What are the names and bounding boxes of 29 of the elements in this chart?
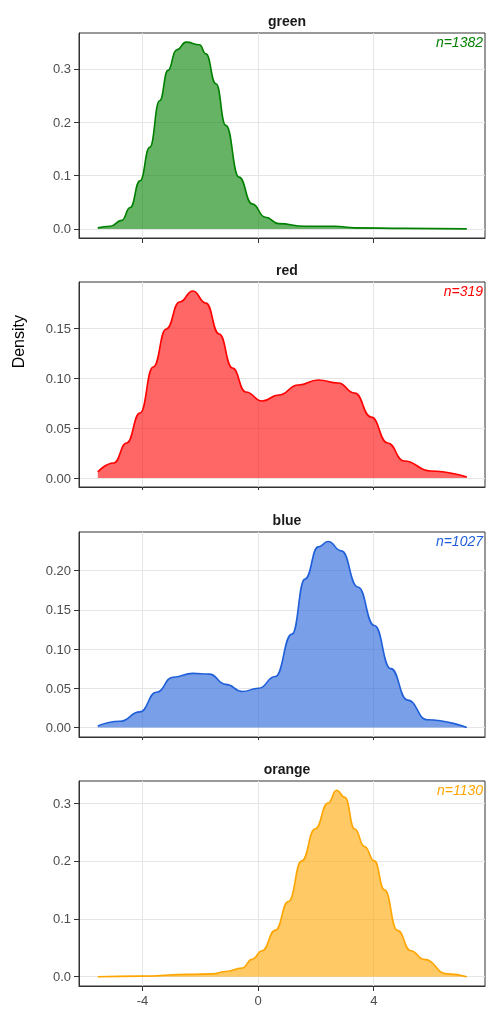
- annotation: n=1130: [436, 782, 484, 798]
- y-tick-label: 0.1: [52, 911, 71, 927]
- y-tick-label: 0.10: [45, 370, 71, 386]
- y-tick-label: 0.10: [45, 641, 71, 657]
- chart-title: orange: [263, 761, 311, 777]
- y-tick-label: 0.05: [45, 680, 71, 696]
- y-tick-label: 0.05: [45, 420, 71, 436]
- chart-title: red: [276, 262, 298, 278]
- y-tick-label: 0.15: [45, 320, 71, 336]
- y-tick-label: 0.1: [52, 168, 71, 184]
- y-tick-label: 0.20: [45, 562, 71, 578]
- y-tick-label: 0.00: [45, 720, 71, 736]
- y-tick-label: 0.2: [52, 114, 71, 130]
- x-tick-label: 0: [254, 993, 262, 1008]
- y-tick-label: 0.3: [52, 61, 71, 77]
- y-tick-label: 0.2: [52, 853, 71, 869]
- y-tick-label: 0.3: [52, 795, 71, 811]
- y-tick-label: 0.0: [52, 969, 71, 985]
- chart-title: green: [267, 13, 307, 29]
- annotation: n=1382: [435, 34, 484, 50]
- annotation: n=1027: [435, 533, 485, 549]
- x-tick-label: 4: [370, 993, 378, 1008]
- y-tick-label: 0.15: [45, 602, 71, 618]
- y-tick-label: 0.00: [45, 470, 71, 486]
- y-tick-label: 0.0: [52, 221, 71, 237]
- annotation: n=319: [443, 283, 484, 299]
- y-axis-title: Density: [9, 314, 27, 369]
- chart-title: blue: [272, 512, 302, 528]
- x-tick-label: -4: [136, 993, 149, 1008]
